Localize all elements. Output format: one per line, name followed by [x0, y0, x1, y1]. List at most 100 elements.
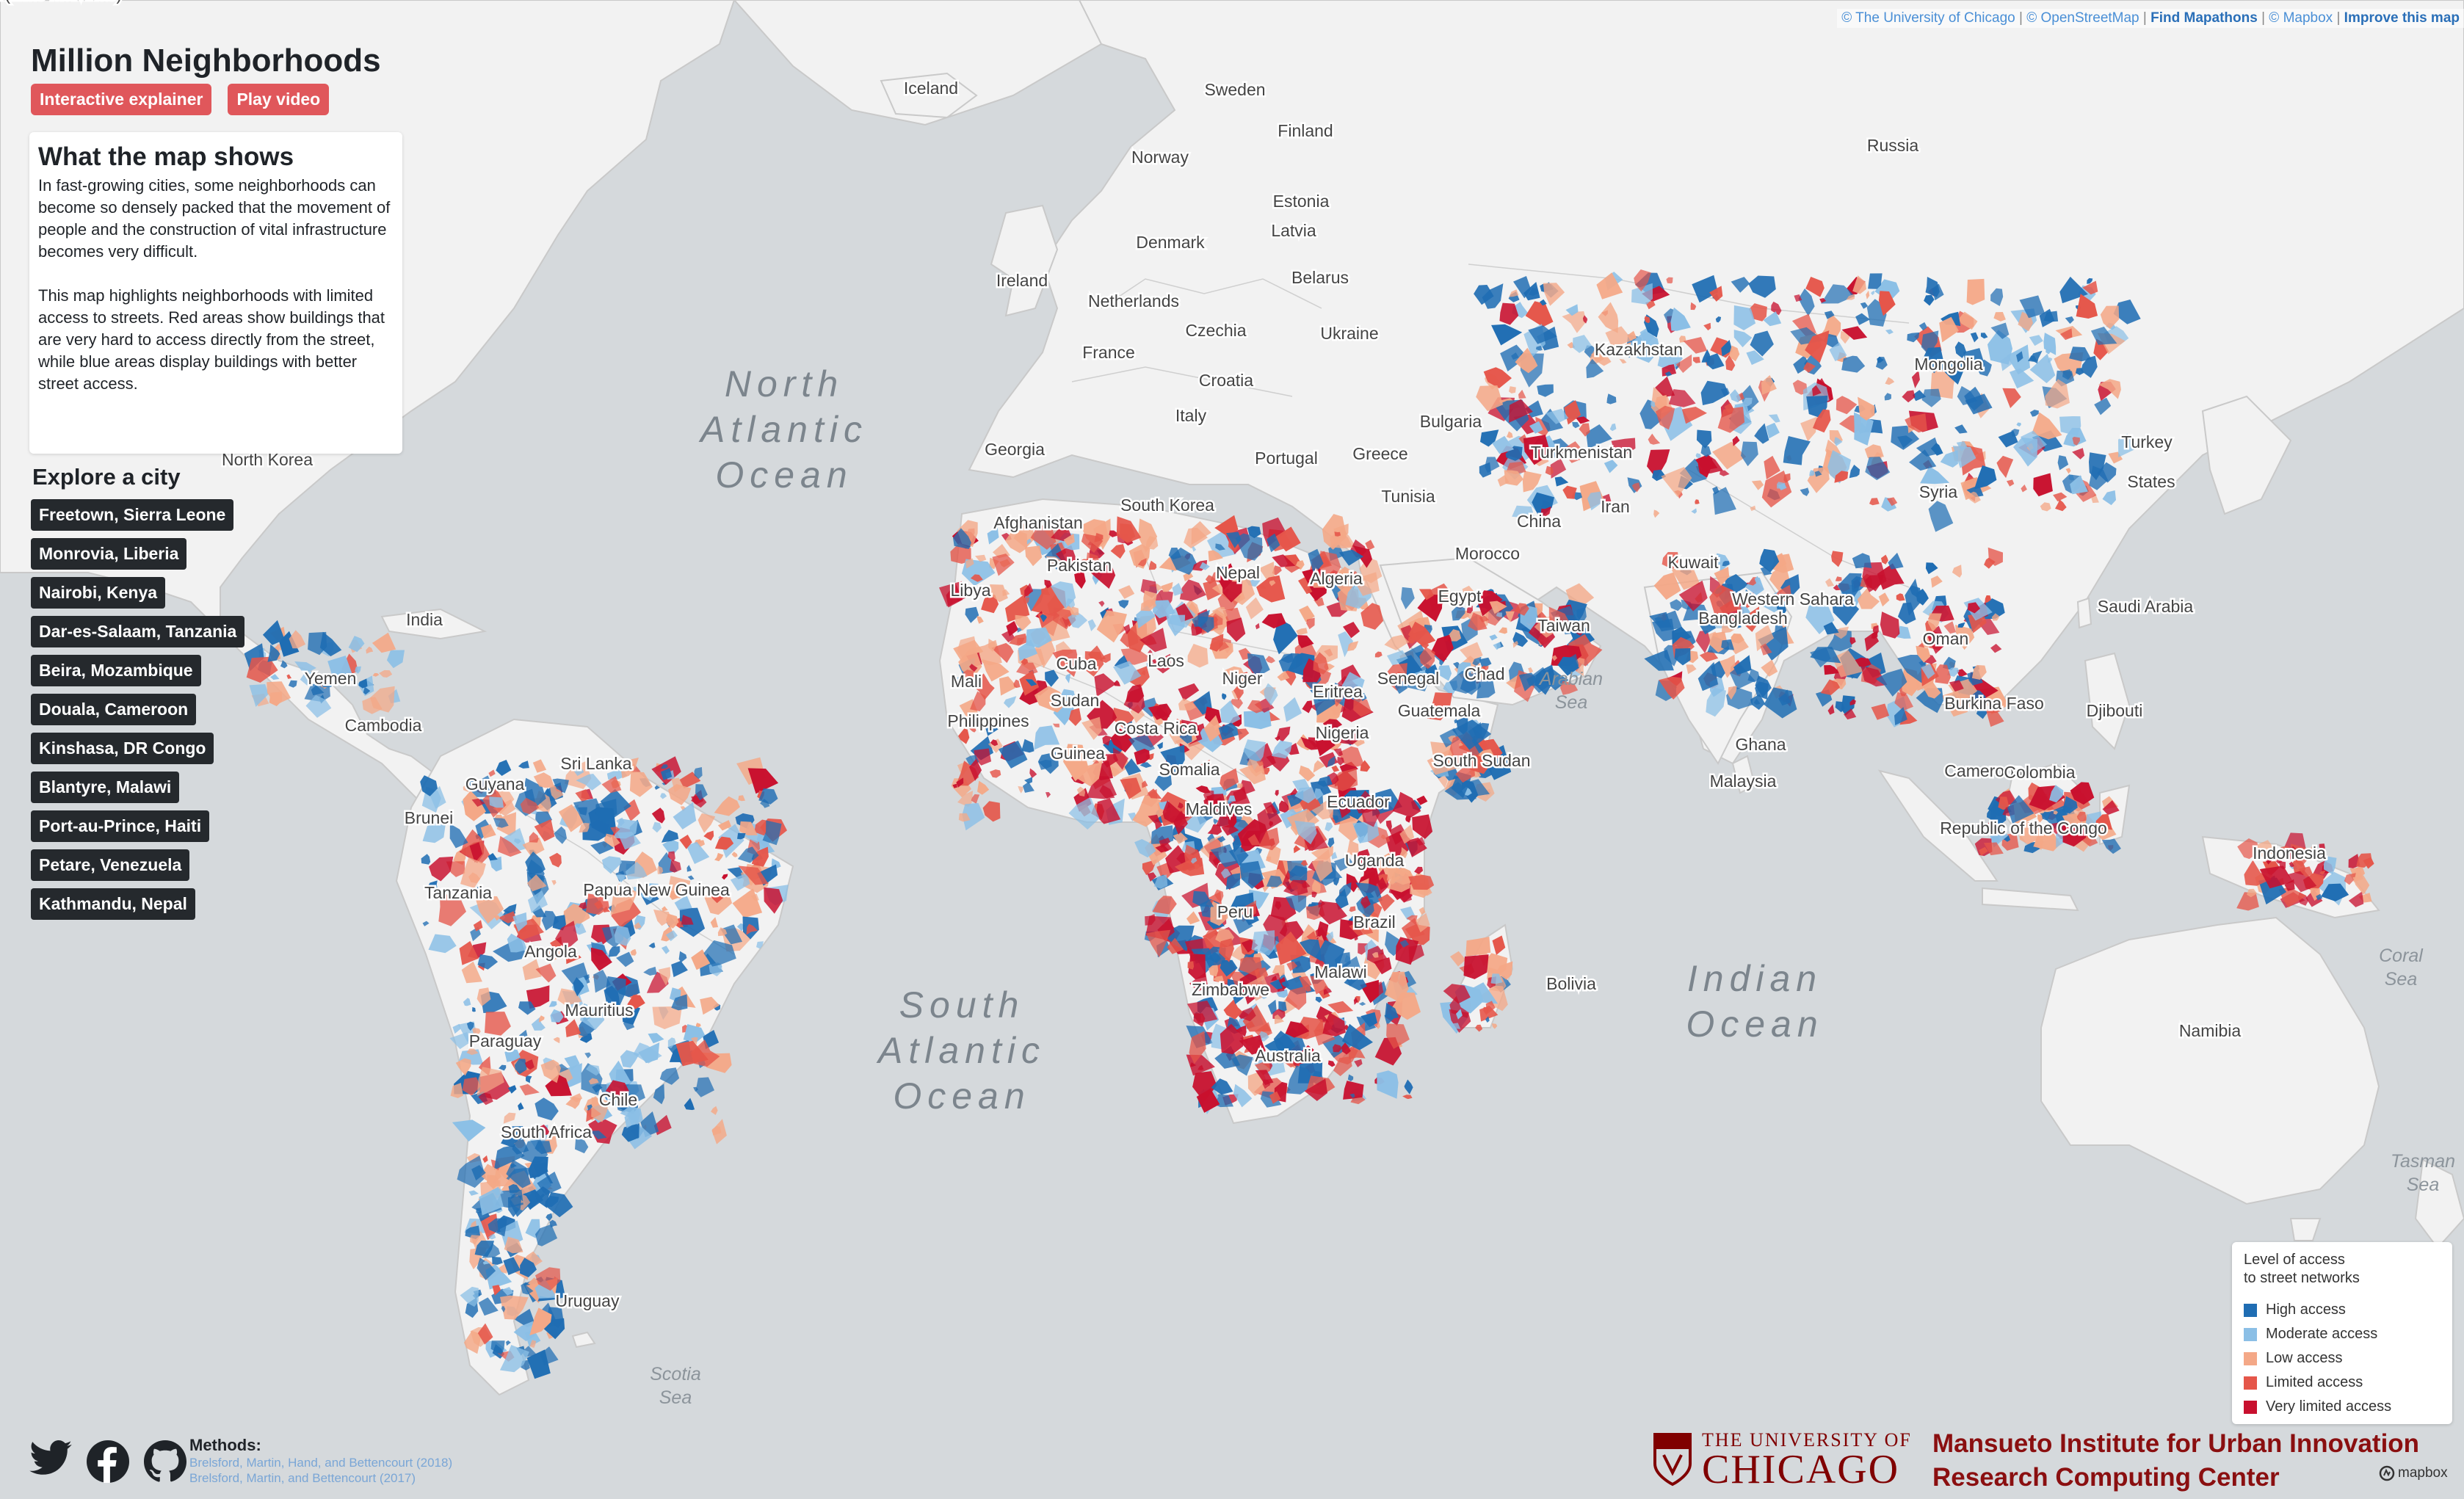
neighborhood-polygon: [1470, 666, 1481, 679]
uchicago-logo[interactable]: THE UNIVERSITY OF CHICAGO: [1652, 1430, 1912, 1490]
facebook-icon[interactable]: [87, 1440, 129, 1483]
attribution-mapathons-link[interactable]: Find Mapathons: [2150, 10, 2258, 26]
github-icon[interactable]: [144, 1440, 186, 1483]
city-button-port-au-prince[interactable]: Port-au-Prince, Haiti: [31, 810, 210, 842]
neighborhood-polygon: [1700, 380, 1729, 405]
methods-link-2018[interactable]: Brelsford, Martin, Hand, and Bettencourt…: [189, 1456, 453, 1470]
play-video-button[interactable]: Play video: [228, 84, 330, 115]
neighborhood-polygon: [1315, 940, 1345, 973]
neighborhood-polygon: [1683, 337, 1708, 354]
neighborhood-polygon: [1761, 659, 1778, 677]
neighborhood-polygon: [1827, 704, 1835, 715]
mapbox-icon: [2379, 1465, 2395, 1481]
neighborhood-polygon: [1465, 937, 1491, 957]
neighborhood-polygon: [428, 934, 457, 954]
city-button-douala[interactable]: Douala, Cameroon: [31, 694, 197, 725]
place-label: Croatia: [1199, 371, 1253, 390]
neighborhood-polygon: [503, 1112, 516, 1124]
neighborhood-polygon: [971, 794, 980, 804]
neighborhood-polygon: [1363, 921, 1367, 927]
city-button-kinshasa[interactable]: Kinshasa, DR Congo: [31, 733, 214, 764]
neighborhood-polygon: [678, 951, 687, 962]
neighborhood-polygon: [1197, 616, 1214, 634]
neighborhood-polygon: [657, 865, 664, 874]
neighborhood-polygon: [513, 1321, 535, 1342]
methods-link-2017[interactable]: Brelsford, Martin, and Bettencourt (2017…: [189, 1471, 416, 1485]
neighborhood-polygon: [1437, 665, 1452, 681]
attribution-improve-link[interactable]: Improve this map: [2344, 10, 2460, 26]
city-button-freetown[interactable]: Freetown, Sierra Leone: [31, 499, 234, 531]
neighborhood-polygon: [1650, 400, 1656, 407]
neighborhood-polygon: [1132, 794, 1167, 827]
neighborhood-polygon: [1416, 795, 1428, 805]
neighborhood-polygon: [1222, 581, 1242, 603]
city-button-petare[interactable]: Petare, Venezuela: [31, 849, 190, 881]
java-landmass: [1982, 887, 2079, 912]
neighborhood-polygon: [2089, 452, 2106, 481]
neighborhood-polygon: [1653, 509, 1660, 518]
city-button-monrovia[interactable]: Monrovia, Liberia: [31, 538, 187, 570]
neighborhood-polygon: [546, 1213, 553, 1222]
attribution-mapbox-link[interactable]: © Mapbox: [2269, 10, 2333, 26]
neighborhood-polygon: [470, 926, 481, 942]
neighborhood-polygon: [1355, 882, 1383, 905]
neighborhood-polygon: [1609, 423, 1617, 432]
ocean-label: North: [725, 363, 844, 404]
neighborhood-polygon: [1896, 593, 1905, 601]
twitter-icon[interactable]: [29, 1440, 72, 1476]
neighborhood-polygon: [1605, 326, 1633, 348]
neighborhood-polygon: [1611, 438, 1636, 454]
neighborhood-polygon: [695, 1077, 714, 1097]
neighborhood-polygon: [1855, 313, 1870, 325]
city-button-beira[interactable]: Beira, Mozambique: [31, 655, 201, 686]
neighborhood-polygon: [1341, 1023, 1373, 1050]
neighborhood-polygon: [1987, 703, 2004, 713]
neighborhood-polygon: [504, 1048, 521, 1062]
neighborhood-polygon: [1338, 801, 1351, 819]
neighborhood-polygon: [1713, 487, 1736, 515]
neighborhood-polygon: [526, 874, 547, 892]
neighborhood-polygon: [1875, 357, 1888, 370]
city-button-dar-es-salaam[interactable]: Dar-es-Salaam, Tanzania: [31, 616, 245, 647]
interactive-explainer-button[interactable]: Interactive explainer: [31, 84, 212, 115]
neighborhood-polygon: [1746, 350, 1764, 366]
city-button-kathmandu[interactable]: Kathmandu, Nepal: [31, 888, 195, 920]
city-button-blantyre[interactable]: Blantyre, Malawi: [31, 772, 180, 803]
neighborhood-polygon: [1343, 622, 1360, 639]
neighborhood-polygon: [2278, 888, 2307, 907]
place-label: Malaysia: [1710, 772, 1777, 791]
neighborhood-polygon: [529, 1307, 552, 1336]
neighborhood-polygon: [1674, 648, 1691, 666]
neighborhood-polygon: [1662, 552, 1679, 570]
neighborhood-polygon: [1197, 1064, 1204, 1070]
neighborhood-polygon: [1504, 470, 1523, 486]
neighborhood-polygon: [1005, 529, 1028, 553]
neighborhood-polygon: [1168, 548, 1181, 560]
neighborhood-polygon: [1226, 531, 1242, 548]
neighborhood-polygon: [641, 883, 659, 901]
neighborhood-polygon: [1081, 716, 1102, 740]
neighborhood-polygon: [1189, 1062, 1197, 1067]
neighborhood-polygon: [1841, 326, 1868, 340]
neighborhood-polygon: [1450, 1023, 1461, 1029]
neighborhood-polygon: [279, 631, 300, 657]
neighborhood-polygon: [668, 784, 692, 805]
neighborhood-polygon: [1887, 497, 1898, 507]
neighborhood-polygon: [1353, 997, 1358, 1005]
neighborhood-polygon: [1871, 703, 1890, 720]
place-label: Kazakhstan: [1595, 340, 1683, 359]
neighborhood-polygon: [700, 996, 720, 1015]
neighborhood-polygon: [1852, 275, 1866, 294]
neighborhood-polygon: [589, 1078, 599, 1085]
city-button-nairobi[interactable]: Nairobi, Kenya: [31, 577, 166, 609]
methods-title: Methods:: [189, 1436, 261, 1454]
neighborhood-polygon: [991, 642, 1014, 664]
neighborhood-polygon: [474, 1241, 494, 1257]
attribution-osm-link[interactable]: © OpenStreetMap: [2026, 10, 2139, 26]
mapbox-logo[interactable]: mapbox: [2379, 1465, 2448, 1481]
attribution-uchicago-link[interactable]: © The University of Chicago: [1841, 10, 2015, 26]
neighborhood-polygon: [1625, 342, 1632, 351]
neighborhood-polygon: [504, 1236, 523, 1254]
neighborhood-polygon: [573, 977, 584, 997]
